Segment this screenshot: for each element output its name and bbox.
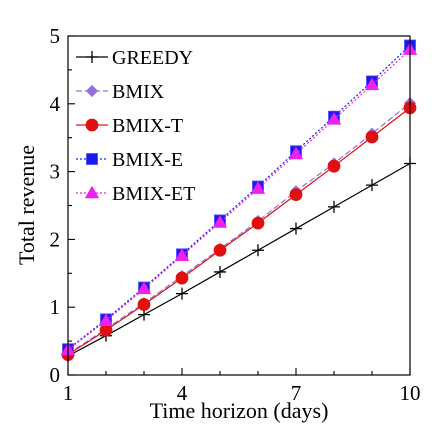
y-tick-label: 0: [50, 363, 61, 387]
y-tick-label: 2: [50, 227, 61, 251]
data-point: [213, 243, 227, 257]
legend-entry: BMIX: [76, 81, 165, 103]
y-tick-label: 4: [50, 92, 61, 116]
x-axis-title: Time horizon (days): [150, 398, 329, 423]
series-line: [67, 102, 411, 355]
data-point: [251, 216, 265, 230]
x-tick-label: 4: [177, 381, 188, 405]
legend-label: BMIX-E: [112, 149, 183, 171]
data-point: [288, 146, 304, 160]
series-line: [67, 45, 411, 350]
legend-marker: [85, 84, 99, 98]
data-point: [98, 313, 114, 327]
y-axis-title: Total revenue: [14, 145, 39, 265]
legend: GREEDY BMIX BMIX-T BMIX-E BMIX-ET: [76, 47, 195, 205]
data-point: [250, 181, 266, 194]
legend-marker: [86, 51, 98, 63]
legend-label: BMIX: [112, 81, 165, 103]
data-point: [137, 298, 151, 311]
legend-entry: BMIX-ET: [76, 183, 195, 205]
data-point: [136, 281, 152, 295]
data-point: [252, 244, 264, 257]
legend-label: BMIX-T: [112, 115, 183, 137]
series-greedy: [62, 157, 416, 363]
data-point: [289, 188, 303, 202]
data-point: [326, 112, 342, 125]
data-point: [174, 248, 190, 261]
series-bmix-et: [60, 42, 418, 356]
data-point: [176, 287, 188, 300]
data-point: [290, 222, 302, 235]
data-point: [99, 323, 113, 337]
data-point: [328, 200, 340, 213]
x-tick-label: 1: [63, 381, 74, 405]
y-tick-label: 1: [50, 295, 61, 319]
series-line: [67, 49, 411, 351]
data-point: [214, 265, 226, 278]
legend-marker: [86, 153, 98, 165]
data-point: [175, 271, 189, 285]
legend-label: GREEDY: [112, 47, 193, 69]
x-tick-label: 10: [400, 381, 421, 405]
series-line: [67, 162, 411, 357]
x-tick-label: 7: [291, 381, 302, 405]
data-point: [327, 159, 341, 173]
legend-entry: BMIX-T: [76, 115, 183, 137]
data-point: [364, 77, 380, 91]
data-point: [365, 130, 379, 144]
legend-label: BMIX-ET: [112, 183, 195, 205]
y-tick-label: 3: [50, 160, 61, 184]
y-tick-label: 5: [50, 24, 61, 48]
legend-marker: [85, 118, 99, 132]
legend-entry: BMIX-E: [76, 149, 183, 171]
series-line: [67, 107, 411, 356]
series-layer: [60, 39, 418, 363]
legend-marker: [84, 185, 100, 199]
data-point: [366, 179, 378, 192]
data-point: [212, 215, 228, 228]
legend-entry: GREEDY: [76, 47, 193, 69]
